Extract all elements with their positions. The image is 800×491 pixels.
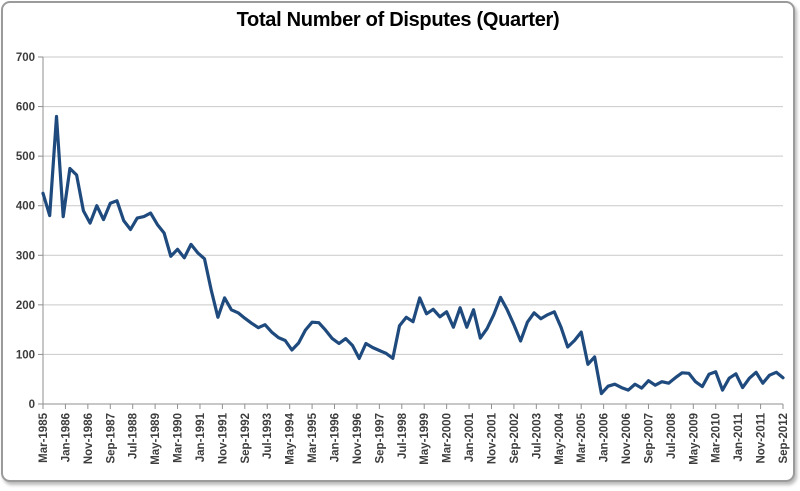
y-tick-label: 200 — [16, 300, 35, 312]
x-tick-label: Jul-2008 — [666, 412, 678, 459]
x-tick-label: Mar-1990 — [173, 413, 185, 463]
x-tick-label: Sep-2007 — [643, 413, 655, 464]
y-tick-label: 0 — [29, 399, 35, 411]
y-tick-label: 400 — [16, 201, 35, 213]
x-tick-label: Mar-2005 — [576, 412, 588, 462]
disputes-line — [41, 114, 785, 396]
y-tick-label: 300 — [16, 250, 35, 262]
x-tick-label: Nov-1996 — [352, 413, 364, 464]
x-tick-label: May-2009 — [688, 413, 700, 465]
y-tick-label: 500 — [16, 151, 35, 163]
x-tick-label: Jan-1986 — [60, 413, 72, 462]
chart-frame — [1, 1, 795, 482]
y-tick-label: 600 — [16, 102, 35, 114]
x-tick-label: Nov-2011 — [756, 412, 768, 463]
y-tick-label: 700 — [16, 52, 35, 64]
x-tick-label: Jan-2001 — [464, 412, 476, 462]
x-tick-label: Mar-1995 — [307, 412, 319, 462]
x-tick-label: May-1994 — [285, 412, 297, 464]
x-tick-label: Sep-2012 — [778, 413, 790, 464]
x-tick-label: May-2004 — [554, 412, 566, 464]
x-tick-label: Mar-1985 — [38, 412, 50, 462]
x-tick-label: Sep-2002 — [509, 413, 521, 464]
x-tick-label: Jul-1998 — [397, 412, 409, 459]
x-tick-label: Jul-1988 — [128, 412, 140, 459]
x-tick-label: Jan-2006 — [599, 413, 611, 462]
x-tick-label: Jul-1993 — [262, 413, 274, 459]
chart-title: Total Number of Disputes (Quarter) — [236, 9, 560, 31]
x-tick-label: Jul-2003 — [531, 413, 543, 459]
x-tick-label: Jan-1996 — [330, 413, 342, 462]
x-tick-label: Mar-2010 — [711, 413, 723, 463]
x-tick-label: Nov-1986 — [83, 413, 95, 464]
x-tick-label: Jan-2011 — [733, 412, 745, 461]
x-tick-label: May-1989 — [150, 413, 162, 465]
x-tick-label: Nov-2006 — [621, 413, 633, 464]
x-tick-label: Mar-2000 — [442, 413, 454, 463]
x-tick-label: May-1999 — [419, 413, 431, 465]
x-tick-label: Sep-1997 — [374, 413, 386, 464]
x-tick-label: Jan-1991 — [195, 412, 207, 462]
y-tick-label: 100 — [16, 349, 35, 361]
x-tick-label: Nov-2001 — [486, 412, 498, 464]
x-tick-label: Nov-1991 — [217, 412, 229, 464]
x-tick-label: Sep-1992 — [240, 413, 252, 464]
x-tick-label: Sep-1987 — [105, 413, 117, 464]
